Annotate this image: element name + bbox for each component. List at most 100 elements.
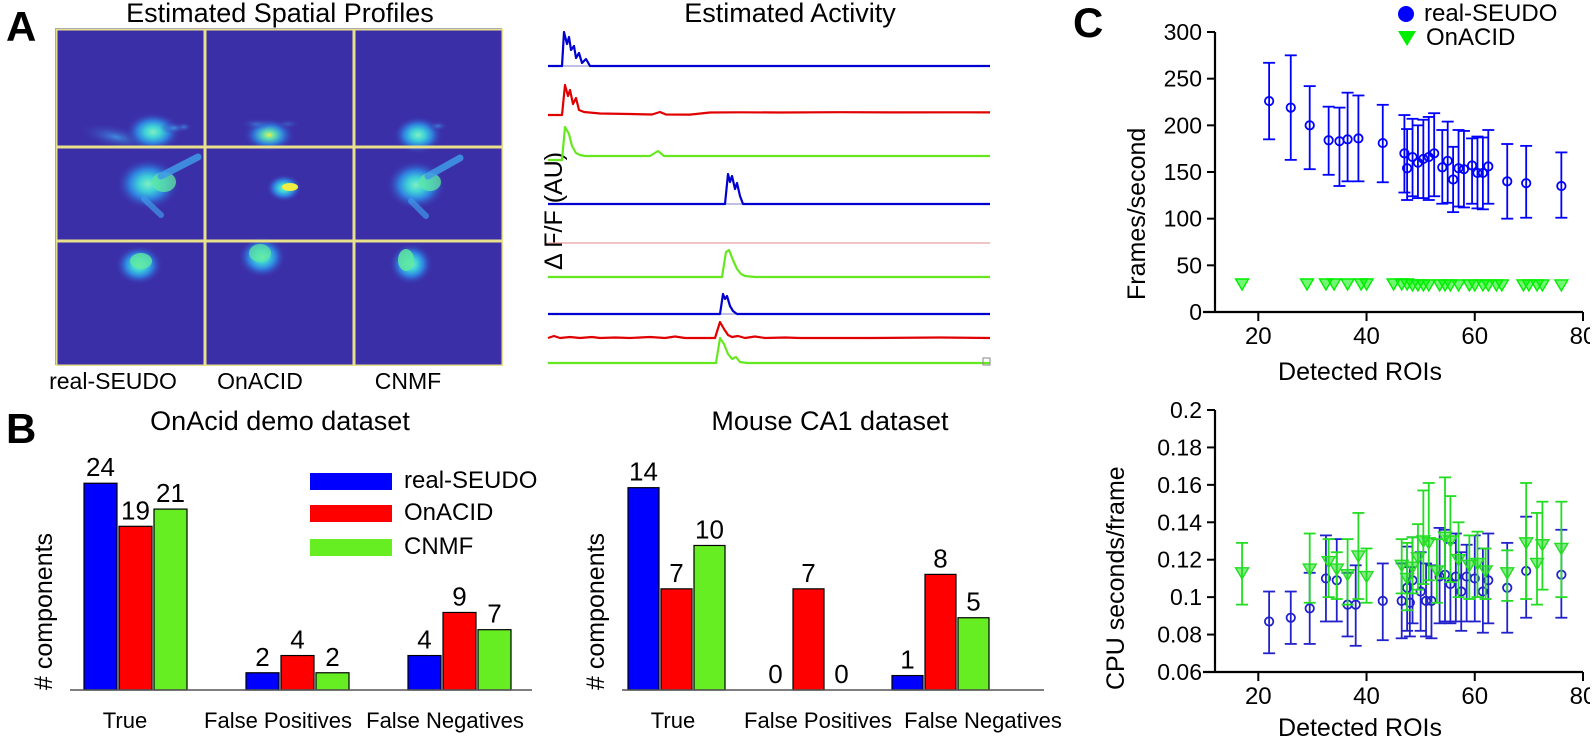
data-point-triangle xyxy=(1529,557,1545,571)
data-point-triangle xyxy=(1477,565,1494,579)
data-point-circle xyxy=(1453,163,1464,174)
data-point-circle xyxy=(1304,120,1315,131)
data-point-triangle xyxy=(1494,279,1510,293)
data-point-triangle xyxy=(1350,550,1367,564)
bar xyxy=(627,487,660,691)
bar xyxy=(792,588,825,691)
bar-value-label: 0 xyxy=(768,659,782,689)
bar xyxy=(407,654,442,691)
y-tick-label: 0.06 xyxy=(1157,659,1202,685)
bar xyxy=(957,617,990,691)
legend-swatch-real-seudo xyxy=(310,472,392,490)
data-point-triangle xyxy=(1442,535,1459,549)
bar-value-label: 2 xyxy=(325,642,339,672)
data-point-circle xyxy=(1323,135,1334,146)
bchart-right-cat-true: True xyxy=(650,708,696,733)
bar-value-label: 21 xyxy=(156,478,185,508)
data-point-circle xyxy=(1426,595,1437,606)
cchart-top-xlabel: Detected ROIs xyxy=(1278,358,1442,386)
spatial-cell-0-2 xyxy=(115,245,163,285)
data-point-circle xyxy=(1320,573,1332,584)
spatial-column-label-cnmf: CNMF xyxy=(374,368,442,394)
y-tick-label: 200 xyxy=(1164,112,1202,138)
bchart-left-cat-true: True xyxy=(102,708,148,733)
bar xyxy=(245,672,280,691)
data-point-triangle xyxy=(1518,537,1534,551)
y-tick-label: 0.12 xyxy=(1157,547,1202,573)
data-point-circle xyxy=(1342,134,1353,145)
data-point-triangle xyxy=(1499,567,1515,581)
legend-swatch-cnmf xyxy=(310,538,392,556)
data-point-circle xyxy=(1450,571,1461,582)
bar-value-label: 0 xyxy=(834,659,848,689)
data-point-circle xyxy=(1399,148,1410,159)
onacid-demo-chart-title: OnAcid demo dataset xyxy=(150,406,410,436)
x-tick-label: 80 xyxy=(1570,323,1590,350)
panel-b-letter: B xyxy=(6,405,37,452)
bar-value-label: 4 xyxy=(417,625,431,655)
spatial-cell-2-0 xyxy=(393,116,448,154)
bchart-left-ylabel: # components xyxy=(30,532,58,690)
series-OnACID xyxy=(1234,476,1570,612)
series-OnACID xyxy=(1234,278,1570,293)
cchart-legend-label-onacid: OnACID xyxy=(1426,24,1516,51)
spatial-column-label-onacid: OnACID xyxy=(217,368,303,394)
data-point-circle xyxy=(1472,167,1483,179)
triangle-down-marker-icon xyxy=(1398,30,1416,46)
data-point-triangle xyxy=(1534,279,1551,293)
bar-value-label: 19 xyxy=(121,495,150,525)
y-tick-label: 0.08 xyxy=(1157,622,1202,648)
bchart-legend-item-2: CNMF xyxy=(310,530,537,564)
legend-label-cnmf: CNMF xyxy=(404,533,474,560)
bchart-right-cat-fp: False Positives xyxy=(744,708,892,733)
data-point-triangle xyxy=(1404,561,1421,575)
cchart-legend-item-0: real-SEUDO xyxy=(1398,0,1557,27)
data-point-triangle xyxy=(1326,278,1342,292)
data-point-circle xyxy=(1264,616,1275,627)
y-tick-label: 150 xyxy=(1164,159,1202,185)
data-point-circle xyxy=(1404,597,1415,608)
data-point-triangle xyxy=(1301,563,1318,577)
data-point-circle xyxy=(1502,176,1513,187)
bar xyxy=(153,508,188,691)
bar-value-label: 7 xyxy=(669,558,683,588)
data-point-circle xyxy=(1483,575,1494,586)
bar xyxy=(442,611,477,691)
y-tick-label: 0.1 xyxy=(1170,584,1202,610)
legend-label-onacid: OnACID xyxy=(404,499,494,526)
spatial-cell-2-2 xyxy=(389,243,433,285)
data-point-triangle xyxy=(1299,278,1315,292)
data-point-circle xyxy=(1448,174,1459,185)
cpu-seconds-scatter: 0.06 0.08 0.1 0.12 0.14 0.16 0.18 0.2 20 40 60 80 xyxy=(1157,397,1590,710)
x-tick-label: 40 xyxy=(1353,323,1380,350)
panel-c-letter: C xyxy=(1073,0,1104,46)
x-tick-label: 20 xyxy=(1245,683,1272,710)
legend-swatch-onacid xyxy=(310,504,392,522)
data-point-circle xyxy=(1458,164,1470,175)
bchart-left-cat-fn: False Negatives xyxy=(366,708,524,733)
data-point-circle xyxy=(1477,167,1488,179)
legend-label-real-seudo: real-SEUDO xyxy=(404,467,538,494)
bar xyxy=(477,629,512,691)
frames-per-second-scatter: 0 50 100 150 200 250 300 20 40 60 80 xyxy=(1164,19,1590,350)
spatial-cell-1-0 xyxy=(240,118,300,152)
data-point-triangle xyxy=(1329,563,1345,577)
data-point-triangle xyxy=(1553,542,1570,556)
data-point-triangle xyxy=(1393,559,1410,573)
data-point-circle xyxy=(1264,95,1275,107)
data-point-circle xyxy=(1285,102,1296,113)
data-point-triangle xyxy=(1339,568,1356,583)
data-point-triangle xyxy=(1469,557,1486,571)
bar-value-label: 1 xyxy=(900,645,914,675)
y-tick-label: 250 xyxy=(1164,66,1202,92)
data-point-triangle xyxy=(1399,572,1415,586)
data-point-circle xyxy=(1437,162,1448,173)
activity-traces-svg xyxy=(547,30,991,366)
bar xyxy=(118,525,153,691)
y-tick-label: 0.2 xyxy=(1170,397,1202,423)
data-point-circle xyxy=(1285,612,1296,623)
data-point-circle xyxy=(1377,137,1388,149)
y-tick-label: 0.14 xyxy=(1157,509,1202,535)
